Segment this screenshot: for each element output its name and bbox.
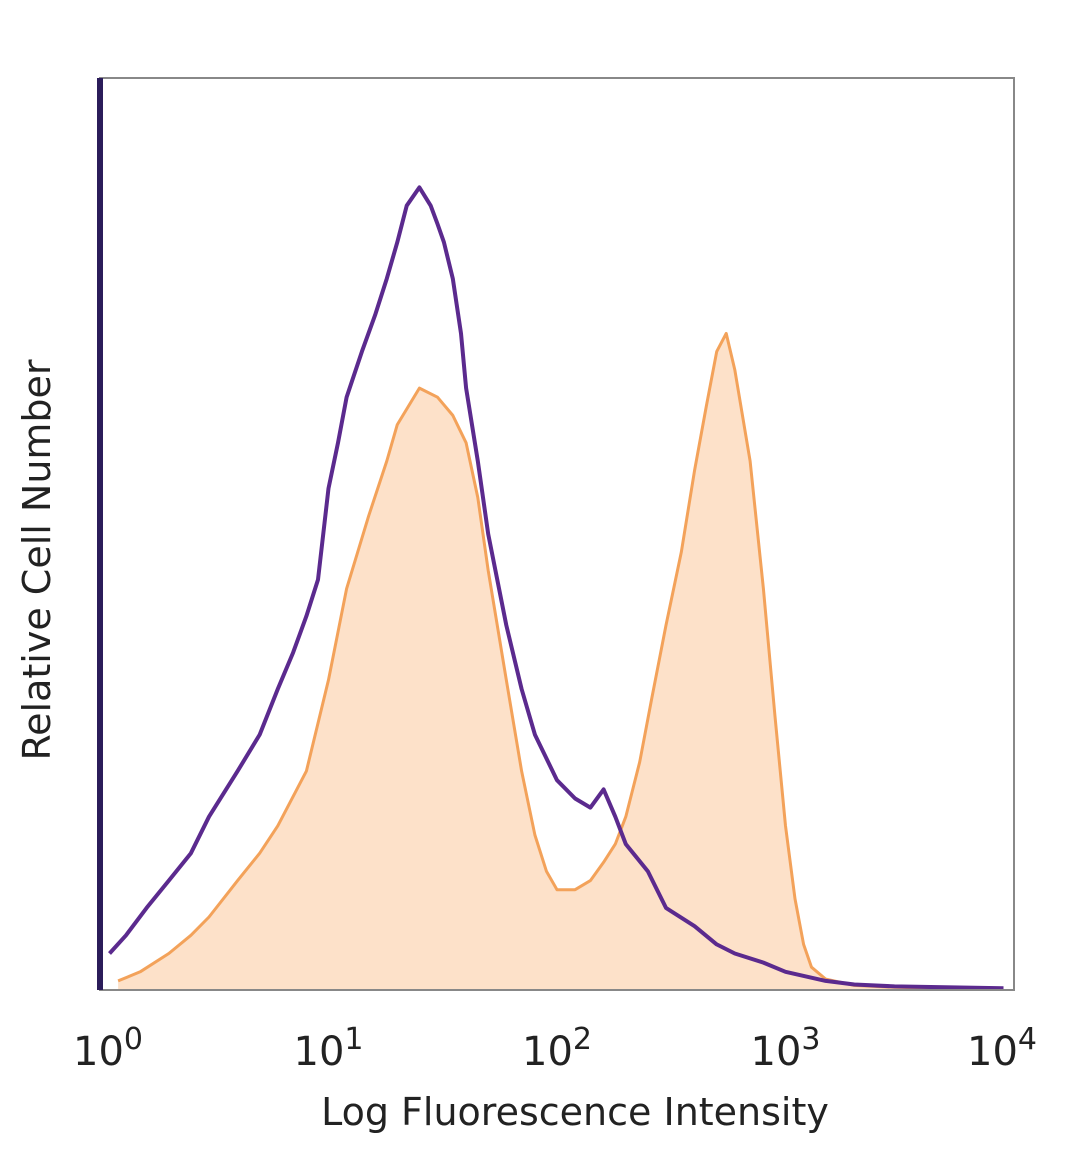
x-axis-ticks: 100 101 102 103 104: [73, 1022, 1037, 1075]
x-tick-base: 10: [967, 1029, 1018, 1075]
x-tick-base: 10: [73, 1029, 124, 1075]
stained-histogram-fill: [118, 333, 1004, 990]
x-tick-label: 102: [522, 1022, 592, 1075]
x-tick-label: 100: [73, 1022, 143, 1075]
x-tick-label: 104: [967, 1022, 1037, 1075]
stained-histogram-outline: [117, 331, 1004, 991]
x-tick-label: 101: [294, 1022, 364, 1075]
x-tick-exponent: 2: [573, 1022, 592, 1057]
plot-area: [108, 185, 1004, 991]
x-tick-base: 10: [522, 1029, 573, 1075]
y-axis-label: Relative Cell Number: [15, 359, 59, 760]
x-tick-base: 10: [294, 1029, 345, 1075]
x-tick-exponent: 0: [124, 1022, 143, 1057]
x-tick-label: 103: [751, 1022, 821, 1075]
control-histogram-line: [108, 185, 1004, 991]
plot-frame: [99, 77, 1015, 991]
x-tick-exponent: 1: [344, 1022, 363, 1057]
x-axis-label: Log Fluorescence Intensity: [321, 1090, 829, 1134]
x-tick-exponent: 4: [1018, 1022, 1037, 1057]
x-tick-exponent: 3: [801, 1022, 820, 1057]
x-tick-base: 10: [751, 1029, 802, 1075]
